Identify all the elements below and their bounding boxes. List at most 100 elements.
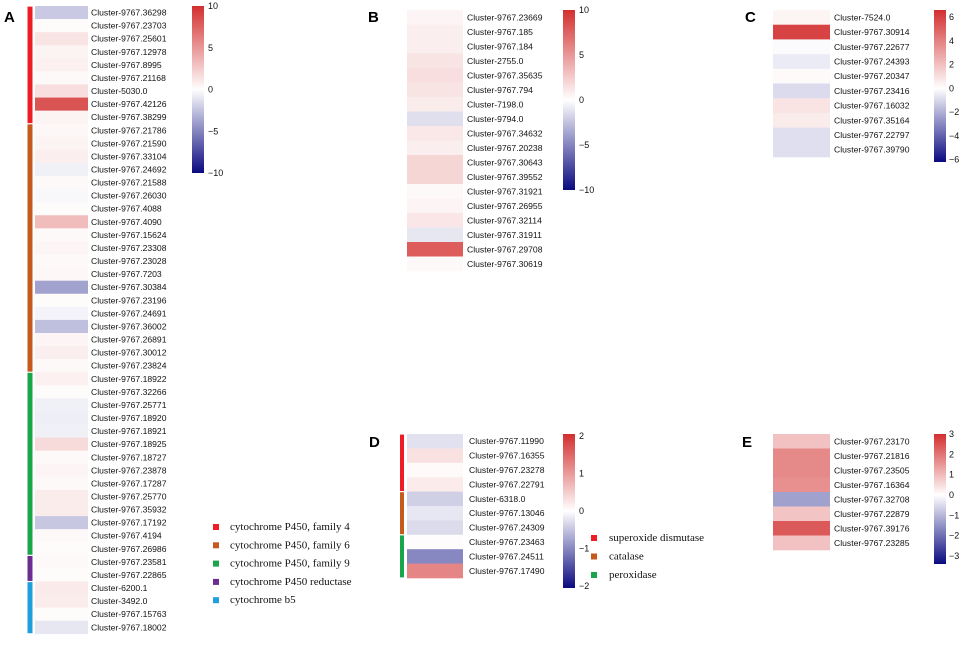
heatmap-cell <box>773 98 830 114</box>
panel-e: E Cluster-9767.23170Cluster-9767.21816Clu… <box>742 429 959 564</box>
row-label: Cluster-9767.22677 <box>834 42 910 52</box>
colorbar-tick-label: 2 <box>949 449 954 459</box>
group-bar <box>27 372 33 555</box>
row-label: Cluster-9767.23278 <box>469 465 545 475</box>
heatmap-cell <box>773 142 830 158</box>
row-label: Cluster-9767.184 <box>467 41 533 51</box>
colorbar <box>934 10 946 162</box>
row-label: Cluster-9767.30914 <box>834 27 910 37</box>
row-label: Cluster-9767.30619 <box>467 259 543 269</box>
heatmap-cell <box>407 534 463 550</box>
row-label: Cluster-9767.32266 <box>91 387 167 397</box>
heatmap-cell <box>35 254 88 268</box>
colorbar-tick-label: −10 <box>208 168 223 178</box>
legend-label: superoxide dismutase <box>609 532 704 544</box>
row-label: Cluster-9767.18922 <box>91 374 167 384</box>
row-label: Cluster-9767.185 <box>467 27 533 37</box>
row-label: Cluster-9767.22797 <box>834 130 910 140</box>
heatmap-cell <box>407 10 463 25</box>
panel-d: D Cluster-9767.11990Cluster-9767.16355Clu… <box>369 431 704 591</box>
colorbar-tick-label: −5 <box>579 140 589 150</box>
heatmap-cell <box>35 542 88 556</box>
heatmap-cell <box>407 549 463 564</box>
colorbar-tick-label: 10 <box>208 1 218 11</box>
heatmap-cell <box>35 346 88 360</box>
panel-b: B Cluster-9767.23669Cluster-9767.185Clust… <box>368 5 594 272</box>
legend-label: peroxidase <box>609 569 657 581</box>
row-label: Cluster-9767.35635 <box>467 70 543 80</box>
colorbar-tick-label: −2 <box>579 581 589 591</box>
row-label: Cluster-9767.42126 <box>91 99 167 109</box>
heatmap-cell <box>773 535 830 551</box>
row-label: Cluster-2755.0 <box>467 56 524 66</box>
legend-label: cytochrome P450, family 6 <box>230 539 350 551</box>
row-label: Cluster-9767.30012 <box>91 348 167 358</box>
colorbar-tick-label: 2 <box>579 431 584 441</box>
colorbar-tick-label: 1 <box>579 468 584 478</box>
heatmap-cell <box>407 491 463 507</box>
heatmap-cell <box>35 189 88 203</box>
heatmap-cell <box>407 213 463 228</box>
heatmap-cell <box>35 424 88 438</box>
heatmap-cell <box>407 448 463 464</box>
heatmap-cell <box>35 411 88 425</box>
colorbar-tick-label: −2 <box>949 107 959 117</box>
heatmap-cells: Cluster-7524.0 Cluster-9767.30914 Cluster-… <box>773 10 910 158</box>
row-label: Cluster-9767.18921 <box>91 426 167 436</box>
heatmap-cell <box>407 140 463 156</box>
colorbar <box>192 6 204 173</box>
heatmap-cell <box>35 398 88 412</box>
heatmap-cell <box>407 126 463 141</box>
heatmap-cell <box>35 110 88 125</box>
row-label: Cluster-9767.17287 <box>91 478 167 488</box>
group-bar <box>27 555 33 581</box>
legend-swatch <box>213 524 219 530</box>
heatmap-cell <box>35 476 88 491</box>
heatmap-cell <box>35 306 88 321</box>
row-label: Cluster-9767.34632 <box>467 128 543 138</box>
colorbar <box>934 434 946 564</box>
heatmap-cell <box>35 607 88 622</box>
colorbar-tick-label: 0 <box>949 490 954 500</box>
heatmap-cell <box>35 149 88 164</box>
row-label: Cluster-9767.21168 <box>91 73 166 83</box>
heatmap-cell <box>35 45 88 59</box>
heatmap-cell <box>407 563 463 579</box>
heatmap-cells: Cluster-9767.23669 Cluster-9767.185 Cluste… <box>407 10 543 272</box>
colorbar-tick-label: 0 <box>949 83 954 93</box>
row-label: Cluster-9767.4194 <box>91 531 162 541</box>
row-label: Cluster-9767.8995 <box>91 60 162 70</box>
heatmap-cell <box>35 215 88 229</box>
legend-swatch <box>213 578 219 585</box>
row-label: Cluster-9767.26955 <box>467 201 543 211</box>
legend-label: catalase <box>609 551 644 563</box>
heatmap-cell <box>35 620 88 635</box>
heatmap-cell <box>407 82 463 98</box>
heatmap-cell <box>773 434 830 449</box>
row-label: Cluster-9767.25601 <box>91 34 167 44</box>
heatmap-cell <box>35 293 88 308</box>
heatmap-cells: Cluster-9767.23170 Cluster-9767.21816 Clus… <box>773 434 910 551</box>
row-label: Cluster-7524.0 <box>834 12 891 22</box>
row-label: Cluster-9767.23170 <box>834 436 910 446</box>
heatmap-cell <box>35 385 88 399</box>
row-label: Cluster-9767.18727 <box>91 452 167 462</box>
heatmap-cell <box>407 198 463 214</box>
heatmap-cell <box>407 155 463 170</box>
colorbar-tick-label: 1 <box>949 470 954 480</box>
row-label: Cluster-9767.29708 <box>467 244 543 254</box>
row-label: Cluster-9767.25770 <box>91 492 167 502</box>
heatmap-cell <box>35 568 88 582</box>
heatmap-cell <box>35 280 88 295</box>
row-label: Cluster-9767.23505 <box>834 465 910 475</box>
heatmap-cell <box>35 372 88 386</box>
legend-label: cytochrome P450, family 9 <box>230 558 350 570</box>
legend-swatch <box>591 553 597 560</box>
heatmap-cell <box>773 506 830 522</box>
heatmap-cell <box>407 227 463 243</box>
row-label: Cluster-9767.26030 <box>91 191 167 201</box>
row-label: Cluster-9767.21816 <box>834 451 910 461</box>
row-label: Cluster-9767.15624 <box>91 230 167 240</box>
heatmap-cell <box>35 6 88 20</box>
